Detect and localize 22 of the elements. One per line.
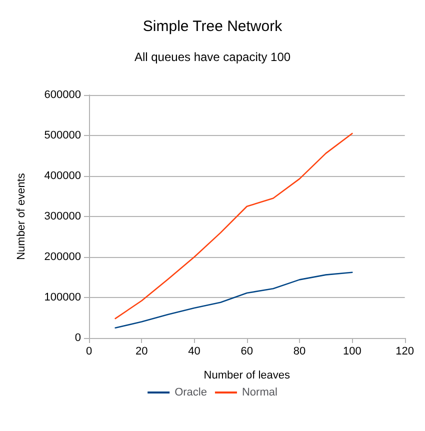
x-tick-label: 100 xyxy=(343,346,362,358)
legend-label: Oracle xyxy=(174,386,207,398)
x-tick-label: 20 xyxy=(136,346,148,358)
x-tick-label: 120 xyxy=(396,346,414,358)
x-tick-label: 0 xyxy=(86,346,92,358)
y-tick-label: 400000 xyxy=(44,170,81,182)
x-tick-label: 40 xyxy=(188,346,200,358)
line-series xyxy=(114,132,353,320)
y-tick-label: 0 xyxy=(74,332,81,344)
y-tick-label: 300000 xyxy=(44,210,81,222)
x-tick-label: 80 xyxy=(293,346,306,358)
x-tick-label: 60 xyxy=(240,346,254,358)
chart-subtitle: All queues have capacity 100 xyxy=(134,50,291,64)
y-axis-title: Number of events xyxy=(16,172,28,260)
legend-label: Normal xyxy=(242,386,278,398)
y-tick-label: 200000 xyxy=(44,251,81,263)
line-series xyxy=(114,272,353,329)
chart-title: Simple Tree Network xyxy=(142,18,283,35)
y-tick-label: 500000 xyxy=(44,130,81,142)
y-tick-label: 600000 xyxy=(44,89,81,101)
y-tick-label: 100000 xyxy=(44,292,81,304)
x-axis-title: Number of leaves xyxy=(204,370,291,382)
